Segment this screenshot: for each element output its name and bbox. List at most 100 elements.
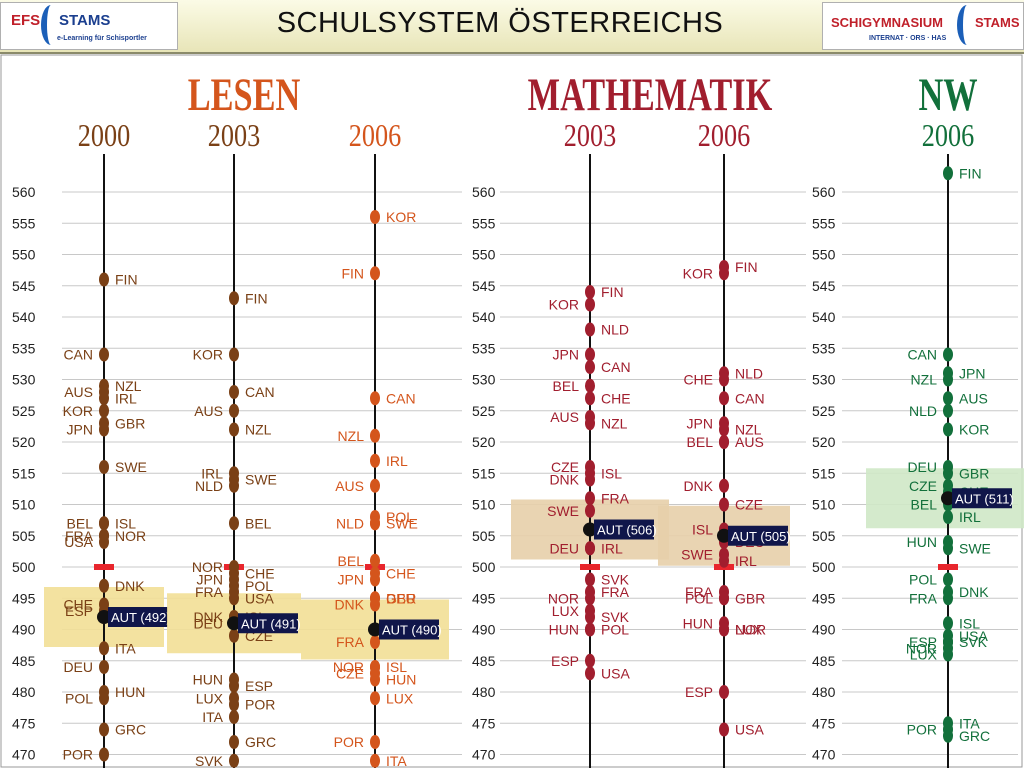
year-label: 2000 bbox=[78, 119, 130, 154]
data-point bbox=[370, 428, 380, 443]
country-label: NLD bbox=[909, 403, 937, 419]
country-label: NZL bbox=[601, 415, 628, 431]
logo-brand-a: SCHIGYMNASIUM bbox=[831, 15, 943, 30]
y-tick-label: 545 bbox=[472, 278, 496, 294]
country-label: BEL bbox=[245, 515, 272, 531]
austria-data-point bbox=[368, 622, 382, 637]
swoosh-icon bbox=[41, 5, 61, 45]
country-label: CZE bbox=[735, 497, 763, 513]
country-label: DNK bbox=[334, 597, 364, 613]
y-tick-label: 480 bbox=[472, 684, 496, 700]
data-point bbox=[99, 691, 109, 706]
country-label: CHE bbox=[63, 597, 93, 613]
austria-label-box bbox=[238, 613, 298, 634]
y-tick-label: 530 bbox=[472, 372, 496, 388]
y-tick-label: 520 bbox=[12, 434, 36, 450]
country-label: HUN bbox=[386, 672, 416, 688]
data-point bbox=[585, 360, 595, 374]
y-tick-label: 560 bbox=[12, 184, 36, 200]
data-point bbox=[585, 416, 595, 431]
country-label: ESP bbox=[551, 653, 579, 669]
country-label: SWE bbox=[115, 459, 147, 475]
austria-label: AUT (490) bbox=[382, 623, 442, 638]
austria-label: AUT (511) bbox=[955, 491, 1014, 506]
country-label: ITA bbox=[386, 753, 407, 768]
country-label: NZL bbox=[245, 422, 272, 438]
country-label: IRL bbox=[735, 553, 757, 569]
data-point bbox=[719, 478, 729, 493]
country-label: CZE bbox=[336, 665, 364, 681]
country-label: CHE bbox=[601, 390, 631, 406]
y-tick-label: 535 bbox=[12, 340, 36, 356]
y-tick-label: 535 bbox=[472, 340, 496, 356]
country-label: GBR bbox=[959, 465, 989, 481]
data-point bbox=[229, 403, 239, 418]
country-label: FIN bbox=[601, 284, 624, 300]
data-point bbox=[943, 728, 953, 743]
country-label: JPN bbox=[553, 347, 579, 363]
country-label: GBR bbox=[735, 590, 765, 606]
data-point bbox=[943, 647, 953, 662]
country-label: NLD bbox=[601, 322, 629, 338]
data-point bbox=[943, 391, 953, 406]
country-label: ISL bbox=[115, 515, 136, 531]
logo-tagline: e-Learning für Schisportler bbox=[57, 35, 147, 42]
country-label: GRC bbox=[959, 728, 990, 744]
country-label: GRC bbox=[245, 734, 276, 750]
y-tick-label: 515 bbox=[472, 465, 496, 481]
data-point bbox=[99, 422, 109, 437]
country-label: JPN bbox=[687, 415, 713, 431]
data-point bbox=[370, 391, 380, 406]
country-label: ITA bbox=[202, 709, 223, 725]
country-label: KOR bbox=[386, 209, 416, 225]
data-point bbox=[943, 422, 953, 437]
logo-tagline: INTERNAT · ORS · HAS bbox=[869, 35, 947, 42]
data-point bbox=[943, 541, 953, 556]
country-label: SVK bbox=[195, 753, 224, 768]
data-point bbox=[370, 266, 380, 281]
data-point bbox=[585, 378, 595, 393]
country-label: HUN bbox=[549, 622, 579, 638]
data-point bbox=[719, 372, 729, 387]
country-label: POL bbox=[386, 509, 414, 525]
country-label: NOR bbox=[735, 622, 766, 638]
country-label: NZL bbox=[338, 428, 365, 444]
country-label: LUX bbox=[196, 690, 224, 706]
data-point bbox=[943, 466, 953, 481]
data-point bbox=[943, 591, 953, 606]
country-label: FIN bbox=[959, 165, 982, 181]
country-label: FRA bbox=[685, 584, 714, 600]
swoosh-icon bbox=[957, 5, 977, 45]
country-label: CZE bbox=[909, 478, 937, 494]
year-label: 2003 bbox=[564, 119, 616, 154]
country-label: DEU bbox=[193, 615, 223, 631]
data-point bbox=[99, 722, 109, 737]
country-label: CAN bbox=[63, 347, 93, 363]
y-tick-label: 500 bbox=[12, 559, 36, 575]
country-label: KOR bbox=[959, 422, 989, 438]
country-label: CZE bbox=[551, 459, 579, 475]
austria-label-box bbox=[728, 525, 788, 546]
y-tick-label: 525 bbox=[12, 403, 36, 419]
y-tick-label: 490 bbox=[472, 622, 496, 638]
y-tick-label: 505 bbox=[12, 528, 36, 544]
y-tick-label: 555 bbox=[472, 215, 496, 231]
country-label: NLD bbox=[735, 365, 763, 381]
year-label: 2006 bbox=[349, 119, 401, 154]
data-point bbox=[370, 753, 380, 768]
austria-data-point bbox=[97, 610, 111, 624]
data-point bbox=[943, 572, 953, 587]
country-label: SWE bbox=[681, 547, 713, 563]
data-point bbox=[370, 516, 380, 531]
country-label: POL bbox=[601, 622, 629, 638]
y-tick-label: 485 bbox=[472, 653, 496, 669]
y-tick-label: 485 bbox=[812, 653, 836, 669]
y-tick-label: 560 bbox=[472, 184, 496, 200]
data-point bbox=[943, 635, 953, 649]
country-label: SVK bbox=[601, 609, 630, 625]
y-tick-label: 490 bbox=[12, 622, 36, 638]
data-point bbox=[229, 735, 239, 749]
y-tick-label: 480 bbox=[812, 684, 836, 700]
austria-label-box bbox=[594, 519, 654, 540]
country-label: LUX bbox=[910, 647, 938, 663]
